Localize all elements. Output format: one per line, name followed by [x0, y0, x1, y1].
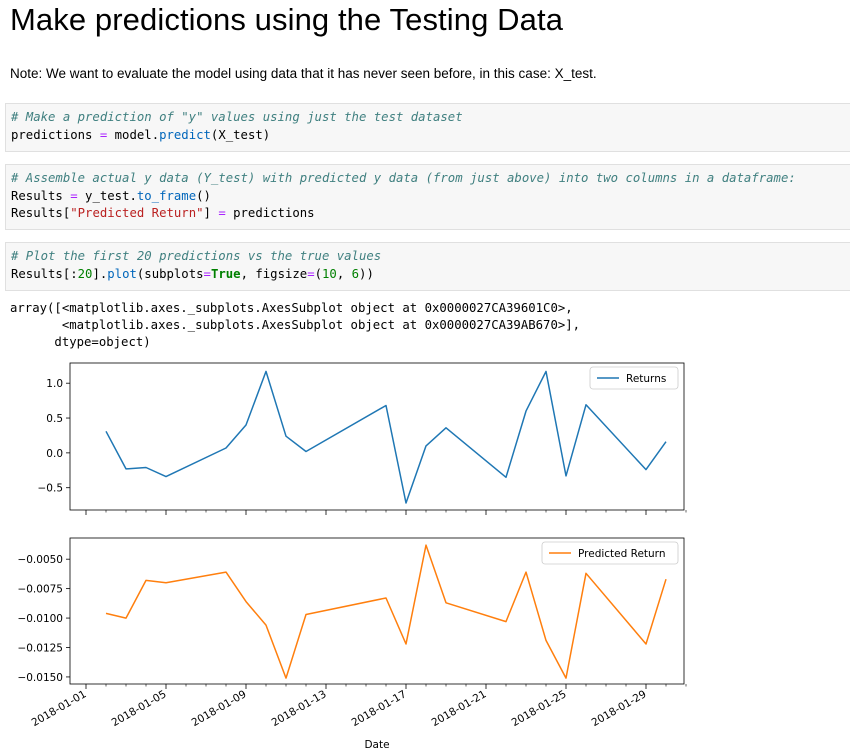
legend: Returns [589, 366, 679, 390]
legend: Predicted Return [541, 541, 679, 565]
code-string: "Predicted Return" [70, 206, 204, 220]
code-token: )) [359, 266, 374, 281]
y-tick-label: −0.0100 [17, 613, 63, 625]
code-comment: # Plot the first 20 predictions vs the t… [11, 249, 382, 263]
x-tick-label: 2018-01-29 [590, 688, 649, 729]
code-comment: # Make a prediction of "y" values using … [11, 110, 463, 124]
code-token: () [196, 188, 211, 203]
x-tick-label: 2018-01-09 [190, 688, 249, 729]
x-tick-label: 2018-01-25 [510, 688, 569, 729]
code-editor[interactable]: # Make a prediction of "y" values using … [11, 110, 463, 142]
code-operator: = [70, 188, 78, 203]
code-token: predictions [233, 206, 315, 220]
legend-box [541, 541, 679, 565]
code-cell-assemble[interactable]: # Assemble actual y data (Y_test) with p… [5, 164, 850, 230]
code-function: plot [107, 266, 137, 281]
code-number: 6 [351, 266, 360, 281]
legend-label: Returns [626, 373, 666, 385]
cell-output-text: array([<matplotlib.axes._subplots.AxesSu… [10, 301, 581, 349]
code-cell-plot[interactable]: # Plot the first 20 predictions vs the t… [5, 242, 850, 291]
y-tick-label: 0.5 [46, 413, 63, 425]
y-tick-label: −0.0125 [17, 643, 63, 655]
code-editor[interactable]: # Plot the first 20 predictions vs the t… [6, 243, 850, 283]
axes-frame [69, 362, 685, 511]
x-tick-label: 2018-01-13 [270, 688, 329, 729]
series-line-1 [105, 370, 667, 504]
legend-label: Predicted Return [578, 548, 665, 560]
code-function: to_frame [136, 188, 197, 203]
section-heading: Make predictions using the Testing Data [10, 2, 564, 37]
code-function: predict [159, 127, 211, 142]
code-token: ] [203, 206, 211, 220]
subplot-1: −0.5 0.0 0.5 1.0 Returns [38, 362, 687, 515]
code-token: model [114, 127, 152, 142]
x-tick-label: 2018-01-05 [110, 688, 169, 729]
code-token: Results[ [11, 206, 71, 220]
y-tick-label: −0.0075 [17, 584, 63, 596]
code-token: ]. [92, 266, 108, 281]
y-tick-label: 0.0 [46, 448, 63, 460]
axes-frame [69, 537, 685, 685]
y-tick-label: −0.5 [38, 483, 64, 495]
code-token: , figsize [240, 266, 308, 281]
code-token: , [336, 266, 352, 281]
code-cell-predict[interactable]: # Make a prediction of "y" values using … [5, 103, 850, 152]
y-tick-label: −0.0150 [17, 672, 63, 684]
code-operator: = [307, 266, 315, 281]
code-token: Results [11, 188, 63, 203]
code-token: (X_test) [210, 127, 271, 142]
y-tick-label: −0.0050 [17, 554, 63, 566]
subplot-2: −0.0150 −0.0125 −0.0100 −0.0075 −0.0050 Predi… [17, 537, 687, 689]
code-token: (subplots [136, 266, 204, 281]
subplots-chart: −0.5 0.0 0.5 1.0 Returns −0.0150 −0.0125 −0.010… [17, 362, 687, 751]
code-comment: # Assemble actual y data (Y_test) with p… [11, 171, 796, 185]
code-operator: = [99, 127, 108, 142]
code-token: ( [314, 266, 323, 281]
x-tick-label: 2018-01-01 [30, 688, 89, 729]
x-axis-label: Date [364, 739, 389, 751]
code-token: predictions [11, 127, 93, 142]
note-text: Note: We want to evaluate the model usin… [10, 66, 597, 81]
x-tick-label: 2018-01-17 [350, 688, 409, 729]
code-operator: = [218, 206, 226, 220]
code-token: Results[: [11, 266, 78, 281]
code-token: y_test [85, 188, 130, 203]
code-operator: = [203, 266, 211, 281]
y-tick-label: 1.0 [46, 378, 63, 390]
code-editor[interactable]: # Assemble actual y data (Y_test) with p… [11, 171, 796, 220]
code-keyword: True [210, 266, 241, 281]
x-tick-label: 2018-01-21 [430, 688, 489, 729]
code-number: 10 [322, 266, 337, 281]
series-line-2 [105, 544, 667, 679]
legend-box [589, 366, 679, 390]
code-number: 20 [77, 266, 93, 281]
